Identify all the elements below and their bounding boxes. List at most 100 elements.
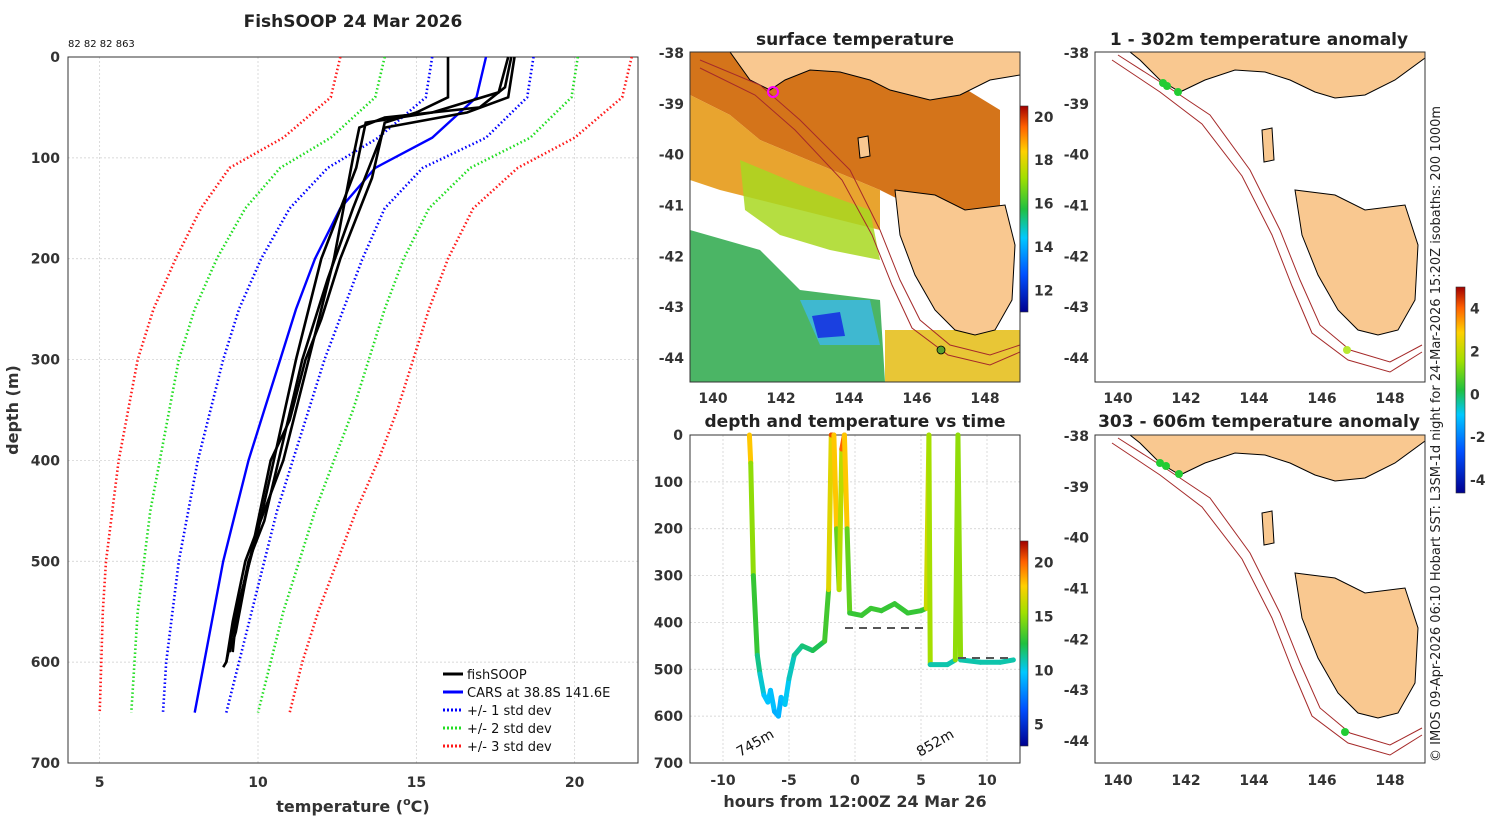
side-note: © IMOS 09-Apr-2026 06:10 Hobart SST: L3S…: [1429, 106, 1444, 762]
anomaly-isobath: [1111, 442, 1423, 756]
sst-lat-tick: -38: [659, 46, 684, 62]
depth-time-track-segment: [926, 432, 933, 668]
sst-lon-tick: 142: [766, 391, 795, 407]
depth-time-panel: depth and temperature vs time 745m 852m …: [654, 412, 1054, 811]
profile-xtick: 10: [248, 775, 268, 791]
depth-time-ytick: 400: [654, 615, 683, 631]
std-dev-line: [225, 56, 535, 713]
depth-time-colorbar-tick: 20: [1034, 556, 1054, 572]
depth-time-track-segment: [836, 446, 845, 593]
profile-xtick: 15: [407, 775, 426, 791]
sst-current-position-marker: [767, 86, 779, 98]
depth-time-track-segment: [757, 671, 767, 698]
profile-ytick: 100: [31, 151, 60, 167]
depth-time-ytick: 0: [673, 428, 683, 444]
legend-label: fishSOOP: [467, 668, 527, 683]
anomaly-marker: [1341, 728, 1349, 736]
depth-time-track-segment: [892, 601, 911, 616]
sst-island: [857, 135, 871, 159]
anomaly-island: [1261, 127, 1275, 163]
std-dev-line: [256, 56, 580, 713]
depth-time-track-segment: [786, 652, 797, 682]
anomaly-lon-tick: 144: [1239, 391, 1268, 407]
depth-time-track-segment: [754, 652, 763, 677]
depth-time-xlabel: hours from 12:00Z 24 Mar 26: [723, 792, 986, 811]
anomaly-lat-tick: -44: [1064, 351, 1090, 367]
sst-cast-marker: [936, 345, 946, 355]
depth-time-ytick: 600: [654, 709, 683, 725]
profile-panel: FishSOOP 24 Mar 2026 82 82 82 863 5 10 1…: [3, 12, 639, 816]
profile-ytick: 400: [31, 453, 60, 469]
anomaly-isobath: [1117, 437, 1423, 746]
anomaly-marker: [1343, 346, 1351, 354]
depth-annotation: 745m: [734, 726, 777, 760]
anomaly-marker: [1175, 470, 1183, 478]
depth-time-track-segment: [746, 432, 754, 466]
profile-series-group: [98, 56, 633, 713]
anomaly-colorbar-tick: 2: [1470, 344, 1480, 360]
sst-lat-tick: -39: [659, 97, 684, 113]
cars-profile-line: [193, 56, 488, 713]
depth-time-track-segment: [750, 573, 760, 658]
anomaly-map-lower: 303 - 606m temperature anomaly -38 -39 -…: [1064, 412, 1426, 789]
sst-isobath: [699, 59, 1020, 356]
depth-time-track-segment: [831, 432, 840, 532]
sst-map-panel: surface temperature -38 -39: [659, 30, 1054, 407]
depth-time-track: [746, 432, 1016, 719]
anomaly-lat-tick: -40: [1064, 148, 1090, 164]
depth-time-ytick: 100: [654, 475, 683, 491]
anomaly-lat-tick: -41: [1064, 199, 1089, 215]
legend-label: +/- 1 std dev: [467, 704, 552, 719]
profile-ylabel: depth (m): [3, 365, 22, 455]
std-dev-line: [98, 56, 342, 713]
profile-axes-box: [67, 56, 639, 764]
anomaly-colorbar-tick: -2: [1470, 430, 1486, 446]
depth-time-track-segment: [768, 687, 777, 714]
sst-lat-tick: -42: [659, 249, 684, 265]
anomaly-lat-tick: -42: [1064, 632, 1089, 648]
depth-time-ytick: 300: [654, 569, 683, 585]
sst-lat-tick: -44: [659, 351, 685, 367]
anomaly-lower-axes-box: [1094, 434, 1426, 764]
legend-label: CARS at 38.8S 141.6E: [467, 686, 610, 701]
legend-label: +/- 3 std dev: [467, 740, 552, 755]
sst-tasmania: [894, 189, 1016, 336]
depth-time-ytick: 200: [654, 522, 683, 538]
depth-time-track-segment: [844, 526, 853, 616]
sst-lon-tick: 144: [834, 391, 863, 407]
anomaly-tasmania: [1294, 189, 1419, 336]
profile-yticks: 0 100 200 300 400 500 600 700: [31, 50, 60, 772]
depth-time-track-segment: [841, 432, 850, 532]
anomaly-lat-tick: -43: [1064, 300, 1089, 316]
anomaly-lon-tick: 148: [1375, 773, 1404, 789]
depth-time-xtick: 0: [850, 773, 860, 789]
sst-warm-region: [690, 95, 880, 230]
depth-time-track-segment: [997, 657, 1016, 665]
profile-ids-text: 82 82 82 863: [68, 39, 135, 50]
anomaly-marker: [1174, 88, 1182, 96]
depth-time-colorbar-tick: 10: [1034, 663, 1054, 679]
profile-ytick: 500: [31, 554, 60, 570]
anomaly-colorbar: [1455, 286, 1466, 494]
anomaly-marker: [1162, 462, 1170, 470]
anomaly-map-upper: 1 - 302m temperature anomaly -38 -39 -40…: [1064, 30, 1426, 407]
anomaly-lon-tick: 146: [1307, 391, 1336, 407]
depth-time-xtick: -5: [781, 773, 797, 789]
profile-legend: fishSOOP CARS at 38.8S 141.6E +/- 1 std …: [443, 668, 610, 755]
depth-time-ytick: 500: [654, 662, 683, 678]
anomaly-lon-tick: 148: [1375, 391, 1404, 407]
sst-title: surface temperature: [756, 30, 954, 50]
anomaly-marker: [1156, 459, 1164, 467]
sst-colorbar: [1019, 105, 1029, 313]
depth-time-colorbar-tick: 15: [1034, 610, 1053, 626]
sst-lon-tick: 148: [970, 391, 999, 407]
std-dev-line: [288, 56, 633, 713]
depth-time-track-segment: [782, 676, 792, 707]
anomaly-lat-tick: -40: [1064, 531, 1090, 547]
anomaly-lat-tick: -41: [1064, 582, 1089, 598]
sst-colorbar-tick: 16: [1034, 197, 1053, 213]
depth-time-track-segment: [826, 432, 834, 593]
sst-lat-tick: -43: [659, 300, 684, 316]
depth-time-track-segment: [958, 657, 983, 665]
